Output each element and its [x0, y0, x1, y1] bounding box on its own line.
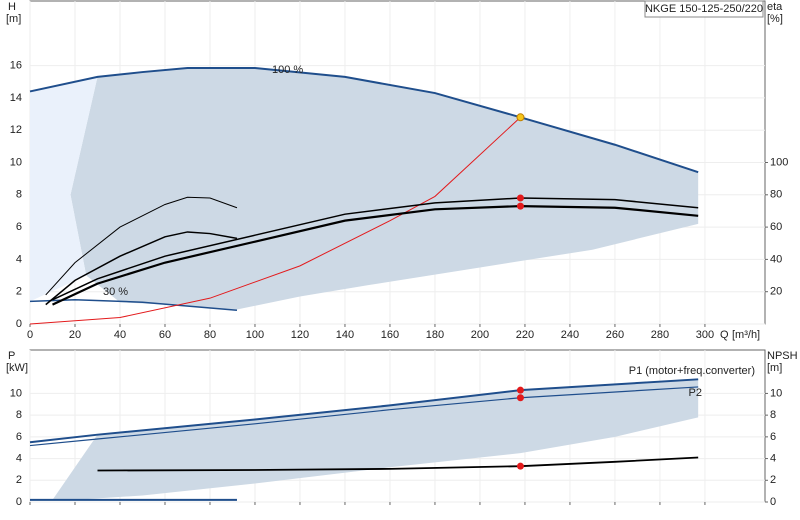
- y2-tick-label: 60: [770, 221, 782, 233]
- x-tick-label: 60: [159, 329, 171, 341]
- curve-label: 30 %: [103, 286, 128, 298]
- duty-point: [516, 194, 524, 202]
- y2-axis-unit: [m]: [767, 362, 782, 374]
- y-tick-label: 4: [16, 452, 22, 464]
- curve-label: 100 %: [272, 64, 303, 76]
- y-axis-unit: [kW]: [6, 362, 28, 374]
- y-tick-label: 2: [16, 474, 22, 486]
- curve: [29, 67, 699, 174]
- y-axis-label: H: [8, 1, 16, 13]
- x-tick-label: 200: [471, 329, 489, 341]
- x-axis-label: Q: [720, 329, 729, 341]
- y-tick-label: 4: [16, 253, 22, 265]
- operating-range: [30, 76, 98, 302]
- y2-tick-label: 40: [770, 253, 782, 265]
- y-tick-label: 8: [16, 189, 22, 201]
- y-tick-label: 16: [10, 60, 22, 72]
- curve: [52, 197, 699, 301]
- y-axis-unit: [m]: [6, 13, 21, 25]
- duty-point: [516, 202, 524, 210]
- y-tick-label: 0: [16, 318, 22, 330]
- x-tick-label: 0: [27, 329, 33, 341]
- y-tick-label: 10: [10, 156, 22, 168]
- curve: [29, 386, 699, 447]
- y-tick-label: 10: [10, 387, 22, 399]
- x-tick-label: 180: [426, 329, 444, 341]
- y2-tick-label: 2: [770, 474, 776, 486]
- y-tick-label: 14: [10, 92, 22, 104]
- y2-tick-label: 20: [770, 286, 782, 298]
- x-tick-label: 100: [246, 329, 264, 341]
- title-box: [644, 0, 764, 18]
- y-tick-label: 0: [16, 496, 22, 508]
- y-tick-label: 8: [16, 409, 22, 421]
- y2-axis-label: eta: [767, 1, 783, 13]
- y2-tick-label: 8: [770, 409, 776, 421]
- y2-tick-label: 4: [770, 452, 776, 464]
- y-axis-label: P: [8, 350, 15, 362]
- y2-tick-label: 100: [770, 156, 788, 168]
- y-tick-label: 6: [16, 221, 22, 233]
- y-tick-label: 2: [16, 286, 22, 298]
- x-tick-label: 160: [381, 329, 399, 341]
- curve: [29, 299, 238, 312]
- curve-label: P2: [689, 387, 702, 399]
- x-tick-label: 300: [696, 329, 714, 341]
- y-tick-label: 12: [10, 124, 22, 136]
- x-tick-label: 240: [561, 329, 579, 341]
- x-tick-label: 220: [516, 329, 534, 341]
- duty-point: [516, 113, 525, 122]
- x-tick-label: 20: [69, 329, 81, 341]
- duty-point: [516, 462, 524, 470]
- curve: [29, 116, 521, 325]
- x-tick-label: 80: [204, 329, 216, 341]
- x-tick-label: 280: [651, 329, 669, 341]
- curve: [52, 205, 699, 306]
- x-tick-label: 140: [336, 329, 354, 341]
- y2-tick-label: 10: [770, 387, 782, 399]
- curve: [97, 456, 699, 472]
- curve: [45, 231, 238, 306]
- x-tick-label: 120: [291, 329, 309, 341]
- y2-axis-label: NPSH: [767, 350, 798, 362]
- duty-point: [516, 386, 524, 394]
- x-tick-label: 40: [114, 329, 126, 341]
- curve-label: P1 (motor+freq.converter): [629, 365, 755, 377]
- x-axis-unit: [m³/h]: [732, 329, 760, 341]
- duty-point: [516, 394, 524, 402]
- y2-tick-label: 0: [770, 496, 776, 508]
- x-tick-label: 260: [606, 329, 624, 341]
- y-tick-label: 6: [16, 431, 22, 443]
- chart-title: NKGE 150-125-250/220: [645, 3, 763, 15]
- y2-tick-label: 80: [770, 189, 782, 201]
- y2-tick-label: 6: [770, 431, 776, 443]
- curve: [29, 378, 699, 444]
- y2-axis-unit: [%]: [767, 13, 783, 25]
- curve: [45, 196, 238, 296]
